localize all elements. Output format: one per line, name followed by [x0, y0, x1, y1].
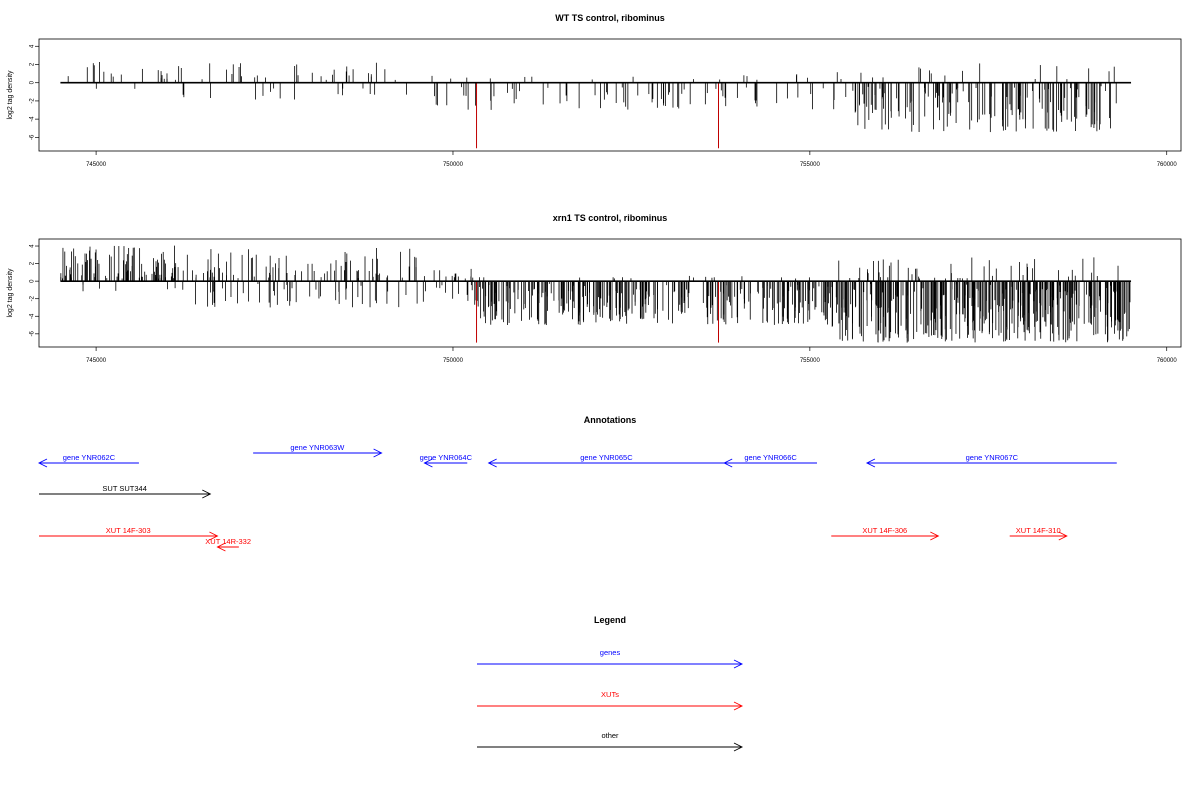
legend-item-gene: genes — [477, 648, 744, 669]
annotation-label: XUT 14R-332 — [205, 537, 251, 546]
annotation-gene: gene YNR062C — [37, 453, 139, 468]
legend-label: genes — [600, 648, 621, 657]
x-tick-label: 750000 — [443, 162, 464, 168]
annotation-gene: gene YNR065C — [487, 453, 725, 468]
arrow-head — [373, 448, 383, 458]
annotation-label: XUT 14F-310 — [1016, 526, 1061, 535]
arrow-head — [423, 458, 433, 468]
y-tick-label: -4 — [30, 116, 36, 122]
annotation-track: Annotations gene YNR062C gene YNR063W gene … — [37, 415, 1117, 552]
arrow-head — [865, 458, 876, 468]
y-tick-label: 0 — [30, 279, 36, 283]
annotation-label: gene YNR063W — [290, 443, 345, 452]
annotation-gene: gene YNR064C — [420, 453, 473, 468]
annotations-title: Annotations — [584, 415, 637, 425]
annotation-xut: XUT 14F-306 — [831, 526, 940, 541]
legend-item-xut: XUTs — [477, 690, 744, 711]
annotation-gene: gene YNR063W — [253, 443, 383, 458]
annotation-label: gene YNR062C — [63, 453, 116, 462]
annotation-label: gene YNR066C — [744, 453, 797, 462]
arrow-head — [723, 458, 733, 468]
y-axis-label: log2 tag density — [7, 70, 14, 120]
annotation-label: XUT 14F-306 — [862, 526, 907, 535]
arrow-head — [202, 489, 212, 499]
arrow-head — [37, 458, 48, 468]
arrow-head — [733, 701, 744, 711]
y-tick-label: 2 — [30, 261, 36, 265]
track-panel-1: WT TS control, ribominus 4 2 0 -2 -4 -6 log2 ta… — [7, 13, 1182, 168]
legend-label: other — [601, 731, 619, 740]
x-tick-label: 760000 — [1157, 358, 1178, 364]
y-tick-label: -2 — [30, 295, 36, 301]
annotation-xut: XUT 14F-310 — [1009, 526, 1068, 541]
y-tick-label: 2 — [30, 62, 36, 66]
x-tick-label: 755000 — [800, 162, 821, 168]
y-tick-label: 0 — [30, 80, 36, 84]
annotation-other: SUT SUT344 — [39, 484, 212, 499]
arrow-head — [1058, 531, 1068, 541]
legend-item-other: other — [477, 731, 744, 752]
panel-title: WT TS control, ribominus — [555, 13, 665, 23]
y-axis-label: log2 tag density — [7, 268, 14, 318]
annotation-xut: XUT 14R-332 — [205, 537, 251, 552]
arrow-head — [930, 531, 940, 541]
y-tick-label: -4 — [30, 313, 36, 319]
annotation-label: XUT 14F-303 — [106, 526, 151, 535]
track-panels: WT TS control, ribominus 4 2 0 -2 -4 -6 log2 ta… — [7, 13, 1182, 364]
arrow-head — [209, 531, 219, 541]
legend: Legend genes XUTs other — [477, 615, 744, 752]
x-tick-label: 745000 — [86, 162, 107, 168]
arrow-head — [487, 458, 497, 468]
annotation-label: gene YNR064C — [420, 453, 473, 462]
legend-label: XUTs — [601, 690, 619, 699]
y-tick-label: 4 — [30, 244, 36, 248]
arrow-head — [733, 659, 744, 669]
y-tick-label: 4 — [30, 44, 36, 48]
x-tick-label: 755000 — [800, 358, 821, 364]
annotation-label: gene YNR065C — [580, 453, 633, 462]
density-bars — [60, 245, 1131, 343]
panel-title: xrn1 TS control, ribominus — [553, 213, 668, 223]
arrow-head — [216, 542, 226, 552]
density-bars — [67, 62, 1117, 149]
arrow-head — [733, 742, 744, 752]
annotation-label: gene YNR067C — [966, 453, 1019, 462]
x-tick-label: 750000 — [443, 358, 464, 364]
track-panel-2: xrn1 TS control, ribominus 4 2 0 -2 -4 -6 log2 … — [7, 213, 1182, 364]
legend-title: Legend — [594, 615, 626, 625]
x-tick-label: 745000 — [86, 358, 107, 364]
plot-frame — [38, 238, 1182, 348]
x-tick-label: 760000 — [1157, 162, 1178, 168]
plot-frame — [38, 38, 1182, 152]
y-tick-label: -2 — [30, 98, 36, 104]
annotation-gene: gene YNR066C — [723, 453, 817, 468]
annotation-xut: XUT 14F-303 — [39, 526, 219, 541]
y-tick-label: -6 — [30, 331, 36, 337]
y-tick-label: -6 — [30, 134, 36, 140]
annotation-label: SUT SUT344 — [102, 484, 146, 493]
annotation-gene: gene YNR067C — [865, 453, 1117, 468]
